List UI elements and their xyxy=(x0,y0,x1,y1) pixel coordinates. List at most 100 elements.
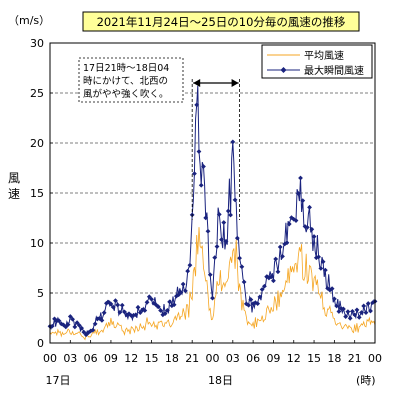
series-point-max-gust xyxy=(230,139,236,145)
y-axis-label-char-1: 風 xyxy=(8,171,20,185)
chart-title: 2021年11月24日～25日の10分毎の風速の推移 xyxy=(97,15,346,29)
series-point-max-gust xyxy=(225,208,231,214)
series-point-max-gust xyxy=(234,235,240,241)
series-point-max-gust xyxy=(110,304,116,310)
series-point-max-gust xyxy=(356,314,362,320)
series-point-max-gust xyxy=(243,301,249,307)
series-point-max-gust xyxy=(365,301,371,306)
series-point-max-gust xyxy=(90,327,96,333)
y-tick-label: 25 xyxy=(30,87,44,100)
series-point-max-gust xyxy=(280,253,285,259)
day-label: 17日 xyxy=(46,374,71,387)
series-point-max-gust xyxy=(232,197,238,203)
series-point-max-gust xyxy=(56,318,62,324)
series-point-max-gust xyxy=(187,262,193,268)
series-point-max-gust xyxy=(300,198,306,204)
series-point-max-gust xyxy=(259,287,265,292)
legend: 平均風速 最大瞬間風速 xyxy=(261,44,373,79)
y-tick-label: 20 xyxy=(30,137,44,150)
series-point-max-gust xyxy=(286,221,292,227)
series-point-max-gust xyxy=(113,298,118,304)
x-tick-label: 15 xyxy=(307,352,321,365)
series-point-max-gust xyxy=(336,309,342,314)
series-point-max-gust xyxy=(219,237,224,242)
y-unit-label: （m/s） xyxy=(8,14,50,27)
series-point-max-gust xyxy=(122,309,127,315)
series-point-max-gust xyxy=(160,312,166,318)
annotation-box xyxy=(78,57,184,103)
plot-frame xyxy=(49,42,376,344)
series-point-max-gust xyxy=(322,267,328,273)
x-tick-label: 09 xyxy=(104,352,118,365)
series-point-max-gust xyxy=(277,244,283,250)
series-point-max-gust xyxy=(133,312,139,318)
series-point-max-gust xyxy=(248,297,254,303)
series-point-max-gust xyxy=(334,303,340,309)
series-point-max-gust xyxy=(293,218,299,223)
series-point-max-gust xyxy=(164,307,170,313)
x-tick-label: 00 xyxy=(206,352,220,365)
series-point-max-gust xyxy=(207,272,213,278)
series-point-max-gust xyxy=(92,321,98,327)
series-point-max-gust xyxy=(255,301,261,307)
series-point-max-gust xyxy=(228,212,233,218)
day-label: 18日 xyxy=(208,374,233,387)
series-point-max-gust xyxy=(239,264,245,270)
series-point-max-gust xyxy=(223,238,229,244)
x-unit-label: (時) xyxy=(356,374,376,387)
x-tick-label: 12 xyxy=(124,352,138,365)
x-tick-label: 00 xyxy=(368,352,382,365)
series-point-max-gust xyxy=(117,309,123,315)
series-point-max-gust xyxy=(307,204,312,210)
series-point-max-gust xyxy=(257,294,263,300)
series-point-max-gust xyxy=(144,299,150,305)
series-point-max-gust xyxy=(151,300,157,306)
series-point-max-gust xyxy=(167,299,173,305)
series-point-max-gust xyxy=(284,240,290,246)
series-point-max-gust xyxy=(79,325,84,331)
series-point-max-gust xyxy=(345,309,351,315)
series-point-max-gust xyxy=(74,320,80,326)
series-point-max-gust xyxy=(304,224,310,230)
series-point-max-gust xyxy=(318,265,324,271)
annotation-arrow-head-left xyxy=(193,79,201,87)
series-point-max-gust xyxy=(104,300,109,306)
series-point-max-gust xyxy=(352,312,358,318)
series-point-max-gust xyxy=(316,254,321,260)
x-tick-label: 00 xyxy=(43,352,57,365)
series-point-max-gust xyxy=(196,149,202,154)
series-point-max-gust xyxy=(203,215,209,221)
y-tick-label: 0 xyxy=(37,337,44,350)
series-point-max-gust xyxy=(291,216,297,222)
series-point-max-gust xyxy=(94,316,100,322)
series-point-max-gust xyxy=(137,310,143,315)
series-point-max-gust xyxy=(331,296,337,302)
series-point-max-gust xyxy=(194,102,200,108)
y-tick-label: 5 xyxy=(37,287,44,300)
series-point-max-gust xyxy=(275,269,281,275)
series-point-max-gust xyxy=(295,191,301,196)
series-point-max-gust xyxy=(173,293,179,299)
series-point-max-gust xyxy=(252,300,258,306)
series-point-max-gust xyxy=(67,314,73,319)
series-point-max-gust xyxy=(97,316,103,321)
series-point-max-gust xyxy=(76,322,82,328)
series-layer xyxy=(47,85,378,341)
series-point-max-gust xyxy=(363,310,369,316)
legend-box xyxy=(261,44,373,79)
series-point-max-gust xyxy=(311,234,317,239)
series-point-max-gust xyxy=(49,323,55,329)
series-point-max-gust xyxy=(155,304,161,310)
x-tick-label: 18 xyxy=(165,352,179,365)
series-point-max-gust xyxy=(282,241,288,247)
series-point-max-gust xyxy=(302,224,308,229)
series-point-max-gust xyxy=(198,182,204,188)
x-tick-label: 06 xyxy=(246,352,260,365)
series-line-average xyxy=(49,227,376,341)
series-point-max-gust xyxy=(347,315,353,321)
x-tick-labels: 00 03 06 09 12 15 18 21 00 03 06 09 12 15 18 21 00 xyxy=(43,340,382,365)
series-point-max-gust xyxy=(212,255,218,261)
series-point-max-gust xyxy=(210,295,215,301)
day-labels: 17日 18日 xyxy=(46,374,234,387)
